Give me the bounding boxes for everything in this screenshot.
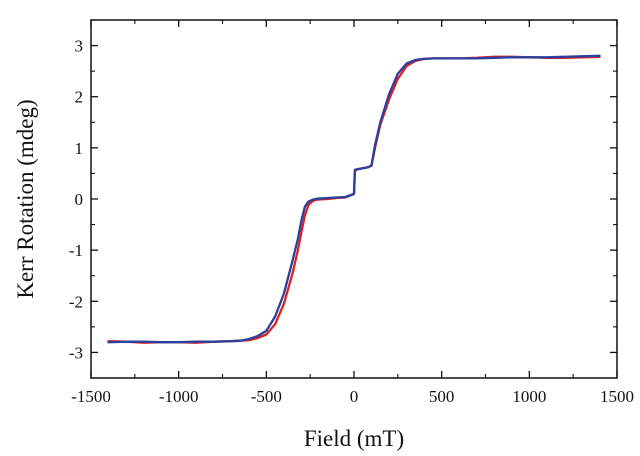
x-tick-label: -1500 [71,387,111,406]
x-axis-label: Field (mT) [304,426,404,451]
series-line-2 [107,54,601,344]
y-tick-label: 2 [75,88,84,107]
x-tick-label: 0 [350,387,359,406]
x-tick-label: -1000 [159,387,199,406]
y-tick-label: 3 [75,37,84,56]
x-tick-label: 500 [429,387,455,406]
x-tick-label: 1500 [600,387,634,406]
series-layer [107,54,601,344]
y-tick-label: -1 [69,241,83,260]
x-tick-label: -500 [251,387,282,406]
plot-frame [90,19,618,379]
y-tick-label: -2 [69,292,83,311]
series-line-1 [107,55,601,344]
y-tick-label: 1 [75,139,84,158]
y-axis-label: Kerr Rotation (mdeg) [13,99,38,298]
y-tick-label: 0 [75,190,84,209]
x-tick-label: 1000 [512,387,546,406]
axis-ticks: -1500 -1000 -500 0 500 1000 1500 -3 -2 -1 0 1 2 3 [69,19,634,406]
y-tick-label: -3 [69,343,83,362]
